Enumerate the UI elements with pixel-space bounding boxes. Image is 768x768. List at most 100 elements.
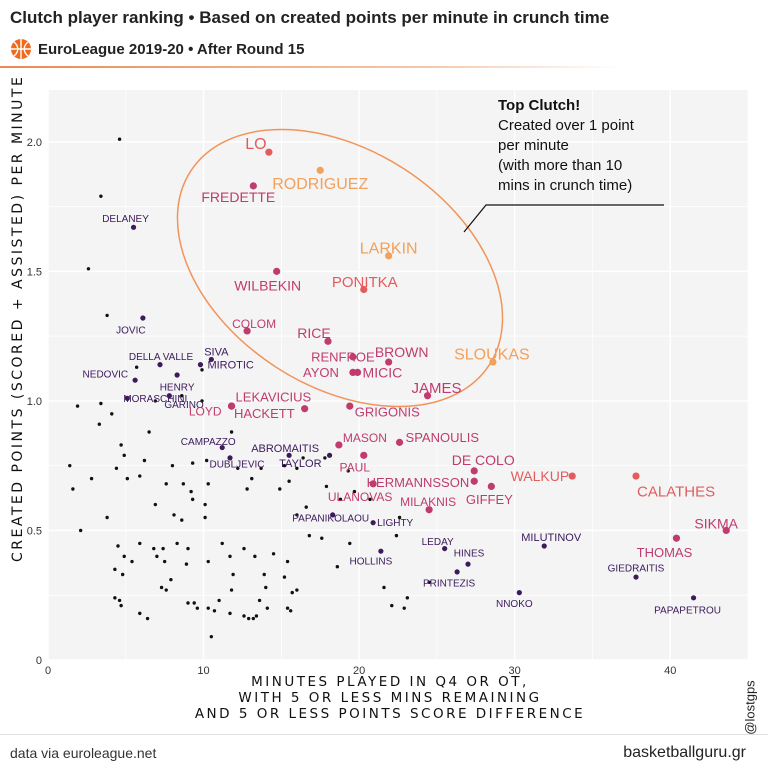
player-point <box>253 554 257 559</box>
player-point <box>190 461 195 465</box>
player-point <box>229 588 234 592</box>
player-point <box>117 137 122 141</box>
player-point <box>330 512 336 518</box>
player-point <box>68 463 72 468</box>
player-point <box>186 601 190 605</box>
player-point <box>335 441 343 449</box>
player-point <box>290 590 294 595</box>
player-label: HOLLINS <box>349 557 392 568</box>
player-point <box>75 404 80 408</box>
player-point <box>113 567 117 572</box>
player-label: GIEDRAITIS <box>608 564 665 575</box>
footer-divider <box>0 734 768 735</box>
player-point <box>228 554 232 559</box>
player-point <box>395 438 404 446</box>
player-point <box>138 541 142 546</box>
player-point <box>153 399 158 403</box>
player-point <box>119 443 123 447</box>
player-point <box>170 463 175 468</box>
player-label: RODRIGUEZ <box>272 176 368 193</box>
player-point <box>254 614 259 618</box>
player-point <box>326 452 333 458</box>
player-point <box>86 267 91 271</box>
annotation-line: (with more than 10 <box>498 157 623 174</box>
player-point <box>349 353 357 361</box>
x-tick-label: 20 <box>353 665 365 677</box>
player-point <box>360 285 368 294</box>
player-point <box>265 606 270 610</box>
annotation-line: per minute <box>498 137 569 154</box>
player-point <box>397 515 402 520</box>
player-point <box>385 252 393 260</box>
x-tick-label: 10 <box>197 665 209 677</box>
player-point <box>97 422 102 426</box>
player-label: GARINO <box>164 400 204 411</box>
x-tick-label: 30 <box>509 665 521 677</box>
player-label: DELLA VALLE <box>129 352 194 363</box>
player-point <box>174 372 180 378</box>
player-point <box>338 497 343 502</box>
player-point <box>470 467 478 475</box>
y-axis-title: CREATED POINTS (SCORED + ASSISTED) PER M… <box>10 74 26 562</box>
player-point <box>633 574 639 580</box>
player-point <box>323 456 327 460</box>
player-point <box>265 148 273 156</box>
player-point <box>285 559 290 564</box>
player-point <box>200 368 204 372</box>
player-point <box>89 476 94 481</box>
player-point <box>251 616 256 621</box>
player-point <box>220 541 224 546</box>
player-label: SLOUKAS <box>454 347 530 364</box>
player-point <box>295 588 299 592</box>
player-point <box>295 513 299 517</box>
header-divider <box>0 66 620 68</box>
player-point <box>142 458 147 463</box>
player-point <box>427 580 431 584</box>
player-label: WILBEKIN <box>234 277 301 293</box>
player-point <box>116 544 120 548</box>
player-point <box>722 526 730 535</box>
player-point <box>140 315 146 321</box>
player-point <box>169 577 173 582</box>
player-point <box>250 476 254 481</box>
player-point <box>138 474 142 478</box>
plot-area <box>48 90 748 660</box>
player-label: MICIC <box>363 364 403 380</box>
player-point <box>259 466 263 470</box>
player-point <box>425 506 433 514</box>
player-point <box>288 609 293 613</box>
player-point <box>175 541 179 546</box>
player-point <box>105 313 109 318</box>
player-point <box>130 559 134 564</box>
player-label: RENFROE <box>311 349 375 364</box>
player-point <box>227 402 236 410</box>
x-axis-title-line: WITH 5 OR LESS MINS REMAINING <box>238 690 542 706</box>
player-point <box>110 412 114 416</box>
player-label: PRINTEZIS <box>423 578 476 589</box>
player-point <box>138 611 142 616</box>
player-point <box>378 548 384 554</box>
player-point <box>423 392 432 400</box>
player-point <box>278 487 282 491</box>
player-point <box>184 562 189 566</box>
player-label: PONITKA <box>332 274 398 291</box>
player-point <box>246 616 251 621</box>
player-point <box>164 482 168 486</box>
player-point <box>190 497 195 502</box>
player-point <box>324 337 332 345</box>
player-point <box>231 572 235 577</box>
player-point <box>120 572 125 577</box>
annotation-line: mins in crunch time) <box>498 177 633 194</box>
player-point <box>200 399 204 403</box>
player-point <box>245 487 249 491</box>
player-point <box>348 541 352 546</box>
player-label: GIFFEY <box>466 492 513 507</box>
player-point <box>465 561 471 567</box>
player-label: JAMES <box>412 380 462 397</box>
player-point <box>204 458 209 463</box>
y-tick-label: 0.5 <box>27 525 42 537</box>
player-point <box>152 546 156 551</box>
x-axis-title-line: MINUTES PLAYED IN Q4 OR OT, <box>251 674 529 690</box>
player-point <box>346 402 354 410</box>
player-point <box>180 518 184 522</box>
